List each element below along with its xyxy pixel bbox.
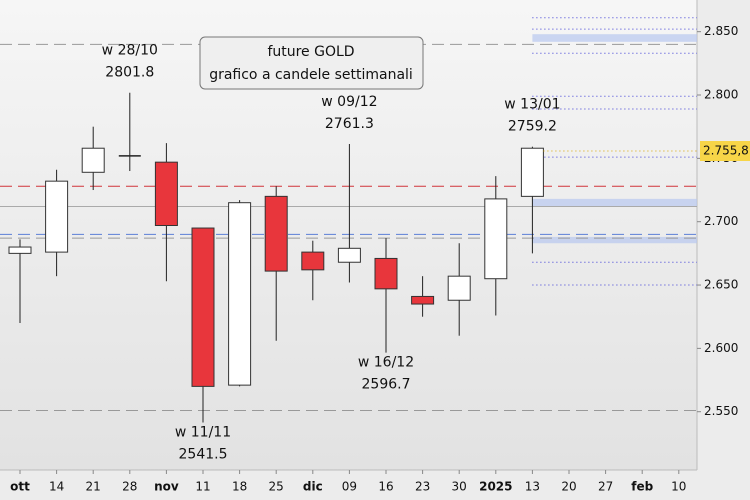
candle-body xyxy=(520,147,544,197)
candle-body xyxy=(484,198,508,280)
annotation-label: w 28/10 xyxy=(102,43,158,59)
x-tick-label: dic xyxy=(303,480,323,494)
y-tick-label: 2.800 xyxy=(704,88,738,102)
x-tick-label: 30 xyxy=(452,480,467,494)
y-tick-label: 2.650 xyxy=(704,278,738,292)
annotation-label: w 11/11 xyxy=(175,424,231,440)
x-tick-label: 16 xyxy=(378,480,393,494)
level-band xyxy=(532,34,697,42)
x-tick-label: 28 xyxy=(122,480,137,494)
candle-body xyxy=(301,251,325,271)
x-tick-label: 09 xyxy=(342,480,357,494)
annotation-value: 2541.5 xyxy=(179,446,228,462)
x-tick-label: 18 xyxy=(232,480,247,494)
x-tick-label: 14 xyxy=(49,480,64,494)
chart-subtitle: grafico a candele settimanali xyxy=(209,67,413,83)
candle-body xyxy=(228,202,252,386)
y-axis-area xyxy=(697,0,750,500)
title-box xyxy=(199,36,424,90)
x-tick-label: 23 xyxy=(415,480,430,494)
annotation-value: 2759.2 xyxy=(508,119,557,135)
x-axis-area xyxy=(0,470,697,500)
x-tick-label: 10 xyxy=(671,480,686,494)
x-tick-label: 27 xyxy=(598,480,613,494)
x-tick-label: 11 xyxy=(195,480,210,494)
x-tick-label: nov xyxy=(154,480,179,494)
last-price-box xyxy=(700,141,750,162)
annotation-label: w 13/01 xyxy=(504,97,560,113)
candle-body xyxy=(81,147,105,173)
x-tick-label: 21 xyxy=(86,480,101,494)
y-tick-label: 2.600 xyxy=(704,341,738,355)
annotation-value: 2761.3 xyxy=(325,116,374,132)
annotation-value: 2596.7 xyxy=(362,377,411,393)
candle-body xyxy=(191,227,215,387)
annotation-label: w 09/12 xyxy=(321,94,377,110)
y-tick-label: 2.700 xyxy=(704,214,738,228)
annotation-value: 2801.8 xyxy=(105,65,154,81)
candle-body xyxy=(374,257,398,290)
x-tick-label: 2025 xyxy=(479,480,512,494)
candle-body xyxy=(411,295,435,305)
candle-body xyxy=(337,247,361,263)
x-tick-label: 13 xyxy=(525,480,540,494)
x-tick-label: 25 xyxy=(269,480,284,494)
x-tick-label: ott xyxy=(10,480,30,494)
x-tick-label: 20 xyxy=(561,480,576,494)
level-band xyxy=(532,236,697,244)
candle-body xyxy=(264,195,288,272)
x-tick-label: feb xyxy=(631,480,653,494)
candle-body xyxy=(447,275,471,301)
level-band xyxy=(532,198,697,207)
last-price-label: 2.755,8 xyxy=(703,144,749,158)
chart-title: future GOLD xyxy=(267,44,354,60)
y-tick-label: 2.550 xyxy=(704,404,738,418)
candle-body xyxy=(154,161,178,226)
annotation-label: w 16/12 xyxy=(358,355,414,371)
candle-body xyxy=(8,246,32,254)
candle-body xyxy=(45,180,69,253)
y-tick-label: 2.850 xyxy=(704,24,738,38)
